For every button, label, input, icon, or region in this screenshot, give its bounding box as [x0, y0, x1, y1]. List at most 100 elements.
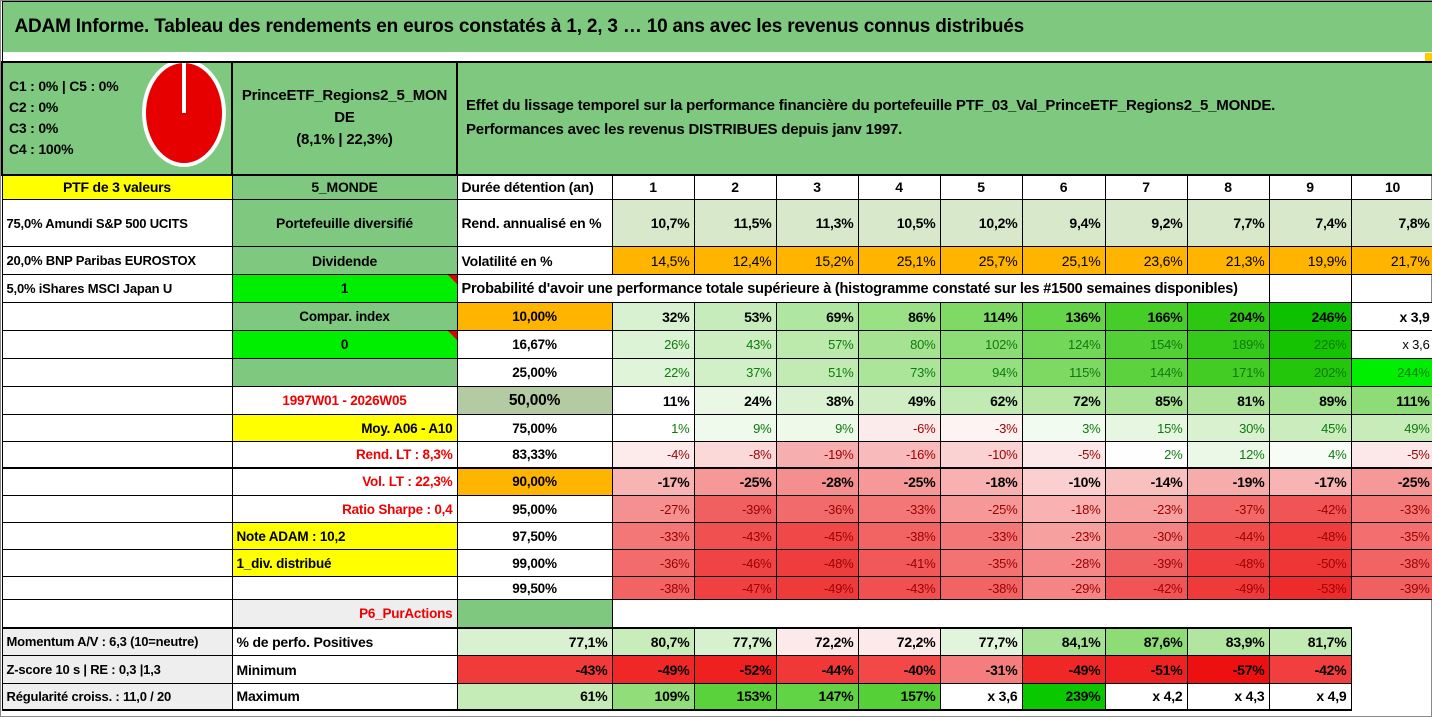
perfo-value-cell[interactable]: 77,7%	[939, 626, 1023, 656]
probability-threshold-cell[interactable]: 16,67%	[456, 330, 613, 359]
stat-label-cell[interactable]: Régularité croiss. : 11,0 / 20	[1, 683, 233, 711]
min-value-cell[interactable]: -44%	[775, 655, 859, 684]
min-value-cell[interactable]: -57%	[1186, 655, 1270, 684]
year-header-cell[interactable]: 5	[939, 174, 1023, 200]
perfo-value-cell[interactable]: 87,6%	[1104, 626, 1188, 656]
stat-name-cell[interactable]: Minimum	[231, 655, 458, 684]
perfo-value-cell[interactable]: 81,7%	[1268, 626, 1352, 656]
probability-value-cell[interactable]: -46%	[693, 549, 777, 577]
return-value-cell[interactable]: 10,2%	[939, 199, 1023, 247]
probability-threshold-cell[interactable]: 90,00%	[456, 466, 613, 496]
holding-2-cell[interactable]: 20,0% BNP Paribas EUROSTOX	[1, 246, 233, 275]
probability-value-cell[interactable]: 57%	[775, 330, 859, 359]
year-header-cell[interactable]: 2	[693, 174, 777, 200]
probability-value-cell[interactable]: -39%	[693, 495, 777, 523]
probability-value-cell[interactable]: 246%	[1268, 302, 1352, 331]
empty-cell[interactable]	[1268, 274, 1352, 303]
volatility-value-cell[interactable]: 21,7%	[1350, 246, 1432, 275]
max-value-cell[interactable]: x 3,6	[939, 683, 1023, 711]
green-spacer-cell[interactable]	[456, 599, 613, 628]
row-label-cell[interactable]: Rend. LT : 8,3%	[231, 441, 458, 468]
volatility-label-cell[interactable]: Volatilité en %	[456, 246, 613, 275]
return-value-cell[interactable]: 9,2%	[1104, 199, 1188, 247]
probability-value-cell[interactable]: 72%	[1021, 386, 1106, 415]
probability-value-cell[interactable]: 9%	[693, 414, 777, 442]
probability-value-cell[interactable]: -30%	[1104, 522, 1188, 550]
probability-value-cell[interactable]: -3%	[939, 414, 1023, 442]
probability-value-cell[interactable]: -45%	[775, 522, 859, 550]
probability-value-cell[interactable]: 85%	[1104, 386, 1188, 415]
probability-value-cell[interactable]: -53%	[1268, 576, 1352, 600]
probability-value-cell[interactable]: -43%	[857, 576, 941, 600]
volatility-value-cell[interactable]: 14,5%	[611, 246, 695, 275]
probability-value-cell[interactable]: -25%	[693, 466, 777, 496]
probability-value-cell[interactable]: -36%	[775, 495, 859, 523]
probability-value-cell[interactable]: -25%	[1350, 466, 1432, 496]
probability-value-cell[interactable]: 1%	[611, 414, 695, 442]
volatility-value-cell[interactable]: 25,7%	[939, 246, 1023, 275]
probability-value-cell[interactable]: -19%	[1186, 466, 1270, 496]
probability-value-cell[interactable]: 9%	[775, 414, 859, 442]
probability-value-cell[interactable]: 32%	[611, 302, 695, 331]
row-label-cell[interactable]: Compar. index	[231, 302, 458, 331]
probability-value-cell[interactable]: 81%	[1186, 386, 1270, 415]
row-label-cell[interactable]: Moy. A06 - A10	[231, 414, 458, 442]
stat-label-cell[interactable]: Momentum A/V : 6,3 (10=neutre)	[1, 626, 233, 656]
year-header-cell[interactable]: 8	[1186, 174, 1270, 200]
stat-name-cell[interactable]: Maximum	[231, 683, 458, 711]
empty-cell[interactable]	[1, 358, 233, 387]
probability-value-cell[interactable]: 154%	[1104, 330, 1188, 359]
probability-value-cell[interactable]: 86%	[857, 302, 941, 331]
row-label-cell[interactable]: Vol. LT : 22,3%	[231, 466, 458, 496]
probability-value-cell[interactable]: -29%	[1021, 576, 1106, 600]
return-value-cell[interactable]: 10,7%	[611, 199, 695, 247]
probability-value-cell[interactable]: 202%	[1268, 358, 1352, 387]
volatility-value-cell[interactable]: 19,9%	[1268, 246, 1352, 275]
probability-value-cell[interactable]: -50%	[1268, 549, 1352, 577]
probability-value-cell[interactable]: 102%	[939, 330, 1023, 359]
min-value-cell[interactable]: -52%	[693, 655, 777, 684]
empty-cell[interactable]	[1, 599, 233, 628]
probability-value-cell[interactable]: 189%	[1186, 330, 1270, 359]
year-header-cell[interactable]: 7	[1104, 174, 1188, 200]
volatility-value-cell[interactable]: 25,1%	[857, 246, 941, 275]
perfo-value-cell[interactable]: 72,2%	[857, 626, 941, 656]
probability-value-cell[interactable]: -17%	[1268, 466, 1352, 496]
probability-value-cell[interactable]: 204%	[1186, 302, 1270, 331]
probability-value-cell[interactable]: x 3,6	[1350, 330, 1432, 359]
row-label-cell[interactable]: 1_div. distribué	[231, 549, 458, 577]
probability-value-cell[interactable]: 124%	[1021, 330, 1106, 359]
probability-value-cell[interactable]: 51%	[775, 358, 859, 387]
probability-value-cell[interactable]: 49%	[857, 386, 941, 415]
probability-value-cell[interactable]: x 3,9	[1350, 302, 1432, 331]
volatility-value-cell[interactable]: 23,6%	[1104, 246, 1188, 275]
probability-threshold-cell[interactable]: 97,50%	[456, 522, 613, 550]
probability-value-cell[interactable]: -5%	[1350, 441, 1432, 468]
empty-cell[interactable]	[1, 576, 233, 600]
probability-value-cell[interactable]: 89%	[1268, 386, 1352, 415]
probability-value-cell[interactable]: 26%	[611, 330, 695, 359]
probability-value-cell[interactable]: -5%	[1021, 441, 1106, 468]
probability-value-cell[interactable]: 62%	[939, 386, 1023, 415]
probability-value-cell[interactable]: -6%	[857, 414, 941, 442]
volatility-value-cell[interactable]: 21,3%	[1186, 246, 1270, 275]
probability-value-cell[interactable]: -10%	[939, 441, 1023, 468]
perfo-value-cell[interactable]: 72,2%	[775, 626, 859, 656]
probability-value-cell[interactable]: -49%	[1186, 576, 1270, 600]
min-value-cell[interactable]: -42%	[1268, 655, 1352, 684]
holding-1-cell[interactable]: 75,0% Amundi S&P 500 UCITS	[1, 199, 233, 247]
probability-value-cell[interactable]: -38%	[1350, 549, 1432, 577]
empty-cell[interactable]	[1, 386, 233, 415]
empty-cell[interactable]	[1, 330, 233, 359]
probability-value-cell[interactable]: 37%	[693, 358, 777, 387]
probability-value-cell[interactable]: -37%	[1186, 495, 1270, 523]
empty-cell[interactable]	[1350, 274, 1432, 303]
probability-value-cell[interactable]: 166%	[1104, 302, 1188, 331]
probability-value-cell[interactable]: -33%	[611, 522, 695, 550]
max-value-cell[interactable]: x 4,2	[1104, 683, 1188, 711]
probability-threshold-cell[interactable]: 75,00%	[456, 414, 613, 442]
probability-value-cell[interactable]: 136%	[1021, 302, 1106, 331]
row-label-cell[interactable]: Note ADAM : 10,2	[231, 522, 458, 550]
probability-value-cell[interactable]: -42%	[1268, 495, 1352, 523]
max-value-cell[interactable]: x 4,9	[1268, 683, 1352, 711]
